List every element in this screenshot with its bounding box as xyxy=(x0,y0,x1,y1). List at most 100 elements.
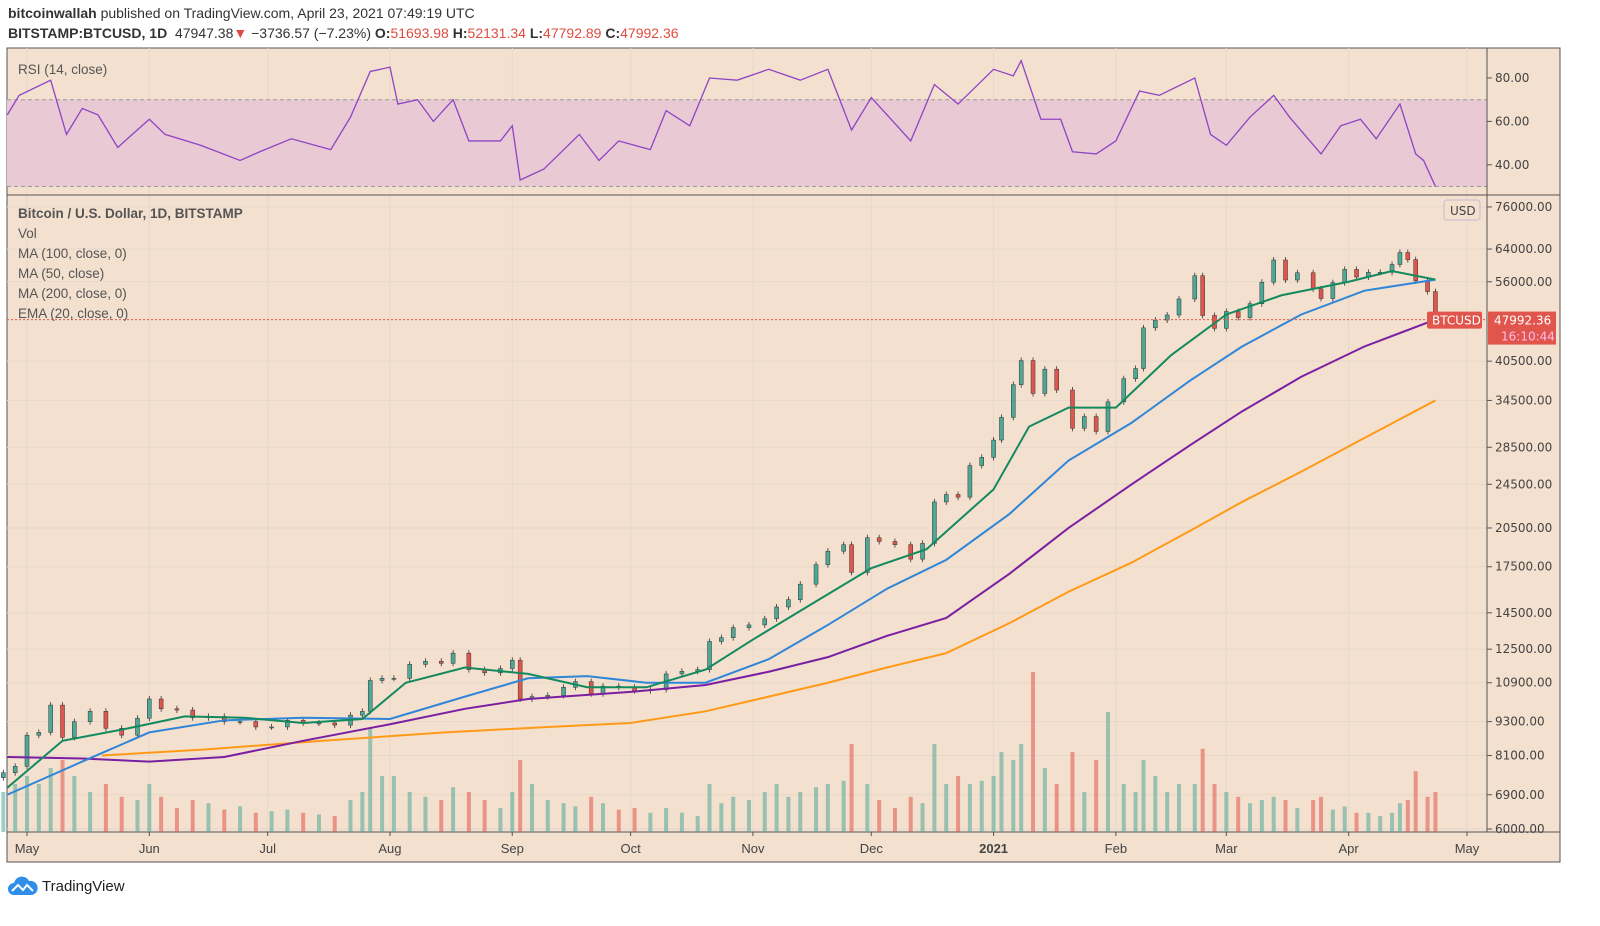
candle xyxy=(1200,275,1205,316)
rsi-line xyxy=(6,58,1437,187)
candle xyxy=(1295,272,1300,281)
candle xyxy=(12,766,18,773)
volume-bar xyxy=(746,800,751,832)
volume-bar xyxy=(1105,712,1110,832)
candle xyxy=(87,711,93,722)
volume-bar xyxy=(1413,771,1418,832)
volume-bar xyxy=(316,814,321,832)
candle xyxy=(147,698,152,719)
legend-ma200[interactable]: MA (200, close, 0) xyxy=(18,286,127,301)
candle xyxy=(943,494,949,503)
candle xyxy=(1153,319,1158,329)
candle xyxy=(1405,252,1411,260)
volume-bar xyxy=(36,784,41,832)
volume-bar xyxy=(1397,803,1402,832)
volume-bar xyxy=(979,780,984,832)
candle xyxy=(24,734,30,767)
price-tag xyxy=(1488,311,1556,345)
volume-bar xyxy=(60,760,65,832)
legend-vol[interactable]: Vol xyxy=(18,226,37,241)
candle xyxy=(1330,282,1336,299)
rsi-tick-label: 60.00 xyxy=(1495,114,1529,128)
candle xyxy=(1318,288,1324,299)
publisher[interactable]: bitcoinwallah xyxy=(8,5,97,21)
close-value: 47992.36 xyxy=(620,25,679,41)
volume-bar xyxy=(1165,792,1170,832)
candle xyxy=(1133,368,1138,379)
low-value: 47792.89 xyxy=(543,25,602,41)
volume-bar xyxy=(368,728,373,832)
candle xyxy=(841,544,846,552)
rsi-label[interactable]: RSI (14, close) xyxy=(18,62,108,77)
volume-bar xyxy=(135,800,140,832)
open-label: O: xyxy=(374,25,391,41)
volume-bar xyxy=(1378,816,1383,832)
time-tick-label: Nov xyxy=(741,841,765,856)
candle xyxy=(119,728,124,736)
volume-bar xyxy=(1271,796,1276,832)
low-label: L: xyxy=(529,25,544,41)
candle xyxy=(561,687,566,696)
candle xyxy=(1413,259,1418,282)
time-tick-label: Dec xyxy=(860,841,884,856)
volume-bar xyxy=(648,812,653,832)
legend-ema20[interactable]: EMA (20, close, 0) xyxy=(18,306,129,321)
candle xyxy=(1389,264,1395,273)
volume-bar xyxy=(174,808,179,832)
logo-text: TradingView xyxy=(42,877,125,895)
volume-bar xyxy=(190,800,195,832)
candle xyxy=(967,465,973,498)
time-tick-label: Jun xyxy=(139,841,160,856)
ma100-line xyxy=(7,318,1436,763)
volume-bar xyxy=(877,800,882,832)
time-tick-label: 2021 xyxy=(979,841,1008,856)
candle xyxy=(545,695,551,697)
volume-bar xyxy=(1248,803,1253,832)
candle xyxy=(450,652,456,664)
volume-bar xyxy=(518,760,523,832)
candle xyxy=(849,544,854,573)
candle xyxy=(1259,281,1265,304)
volume-bar xyxy=(1283,800,1288,832)
volume-bar xyxy=(841,780,846,832)
candle xyxy=(1342,269,1347,283)
legend-ma100[interactable]: MA (100, close, 0) xyxy=(18,246,127,261)
volume-bar xyxy=(25,776,29,832)
volume-bar xyxy=(206,803,211,832)
candle xyxy=(679,671,685,675)
volume-bar xyxy=(561,803,566,832)
candle xyxy=(1042,368,1048,394)
volume-bar xyxy=(1094,760,1099,832)
volume-bar xyxy=(1153,776,1158,832)
volume-bar xyxy=(348,800,353,832)
price-tick-label: 64000.00 xyxy=(1495,242,1552,256)
candle xyxy=(1271,259,1276,283)
volume-bar xyxy=(892,808,897,832)
volume-bar xyxy=(1224,792,1229,832)
volume-bar xyxy=(762,792,767,832)
candle xyxy=(60,704,65,738)
volume-bar xyxy=(1405,800,1410,832)
volume-bar xyxy=(1121,784,1126,832)
price-change: −3736.57 (−7.23%) xyxy=(251,25,371,41)
candle xyxy=(1011,384,1016,418)
candle xyxy=(360,711,365,716)
time-tick-label: Aug xyxy=(378,841,401,856)
candle xyxy=(1018,360,1024,385)
volume-bar xyxy=(956,776,961,832)
rsi-band xyxy=(7,99,1487,187)
volume-bar xyxy=(1019,744,1024,832)
volume-bar xyxy=(814,787,819,832)
tradingview-logo[interactable]: TradingView xyxy=(8,876,125,896)
price-tag-value: 47992.36 xyxy=(1494,314,1551,328)
last-price: 47947.38 xyxy=(174,25,234,41)
candle xyxy=(332,722,337,726)
legend-ma50[interactable]: MA (50, close) xyxy=(18,266,105,281)
time-tick-label: May xyxy=(1455,841,1480,856)
candle xyxy=(908,544,913,560)
candle xyxy=(813,564,819,585)
candle xyxy=(876,537,882,542)
volume-bar xyxy=(72,776,77,832)
price-tick-label: 14500.00 xyxy=(1495,606,1552,620)
